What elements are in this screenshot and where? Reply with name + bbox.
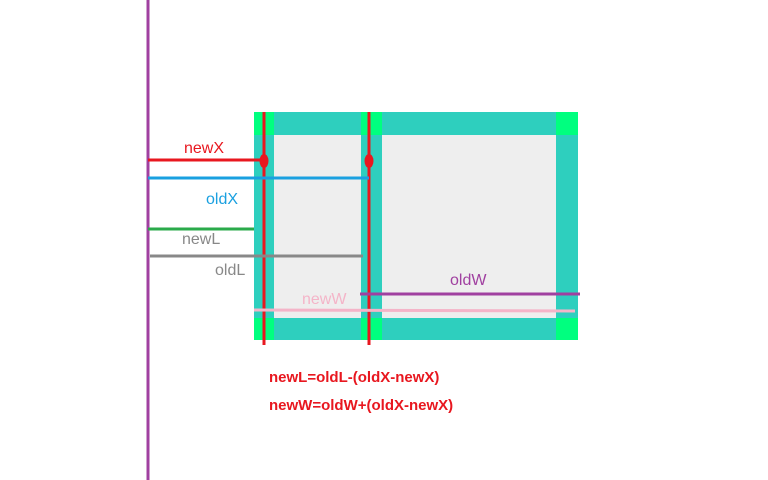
formula-new-l: newL=oldL-(oldX-newX) [269, 369, 440, 386]
new-x-label: newX [184, 140, 225, 157]
new-l-label: newL [182, 231, 221, 248]
old-x-label: oldX [206, 191, 239, 208]
corner-handle-top-right [556, 112, 578, 135]
corner-handle-bottom-right [556, 318, 578, 340]
splitter-handle-top [361, 112, 382, 135]
old-x-point [364, 154, 374, 168]
new-w-label: newW [302, 291, 347, 308]
old-w-label: oldW [450, 272, 487, 289]
formula-new-w: newW=oldW+(oldX-newX) [269, 397, 454, 414]
new-x-point [259, 154, 269, 168]
splitter-handle-bottom [361, 318, 382, 340]
right-pane [382, 135, 556, 318]
left-pane [274, 135, 361, 318]
new-w-measure-line [253, 308, 576, 313]
old-l-label: oldL [215, 262, 246, 279]
